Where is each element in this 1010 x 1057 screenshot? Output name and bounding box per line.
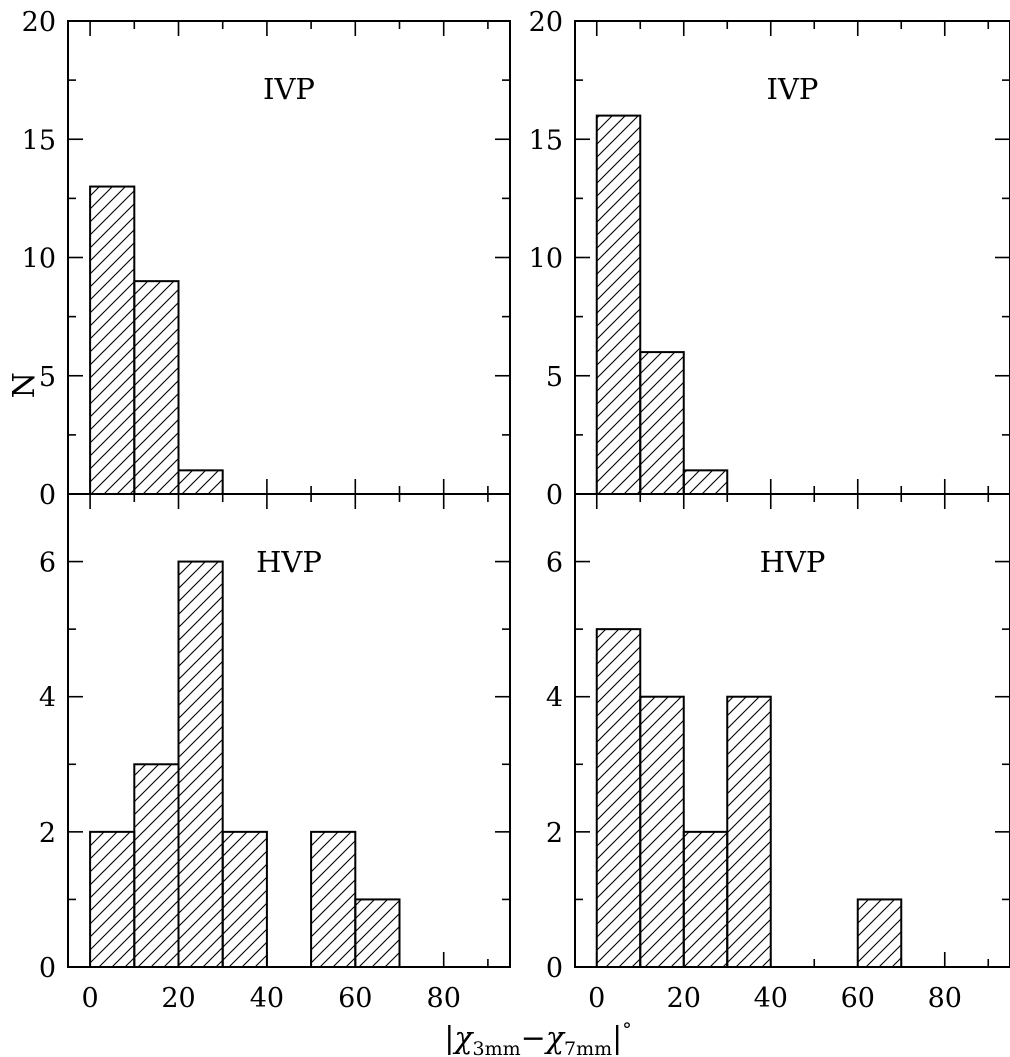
y-tick-label: 0	[546, 953, 563, 984]
y-tick-label: 0	[39, 953, 56, 984]
y-tick-label: 5	[39, 362, 56, 393]
histogram-bar	[354, 898, 401, 969]
panel-label: IVP	[767, 72, 819, 106]
x-tick-label: 40	[250, 983, 284, 1014]
x-axis-title: |χ3mm−χ7mm|°	[444, 1019, 631, 1057]
x-tick-label: 20	[667, 983, 701, 1014]
panel-label: IVP	[263, 72, 315, 106]
y-tick-label: 15	[22, 125, 56, 156]
x-axis-title-chi-2: χ	[544, 1021, 566, 1056]
panel-top-left: 0 5 10 15 20 IVP N	[7, 7, 511, 511]
x-axis-title-sub-2: 7mm	[564, 1038, 612, 1057]
x-axis-title-bar-close: |	[612, 1021, 622, 1056]
panel-label: HVP	[760, 545, 826, 579]
x-axis-title-bar-open: |	[444, 1021, 454, 1056]
x-tick-label: 80	[928, 983, 962, 1014]
panel-label: HVP	[256, 545, 322, 579]
histogram-bar	[682, 469, 729, 496]
y-tick-label: 2	[546, 818, 563, 849]
plot-frame	[574, 493, 1010, 968]
y-tick-label: 10	[529, 244, 563, 275]
histogram-bar	[726, 695, 772, 968]
histogram-bar	[221, 830, 268, 968]
y-tick-label: 6	[546, 548, 563, 579]
y-tick-label: 15	[529, 125, 563, 156]
y-tick-label: 10	[22, 244, 56, 275]
histogram-bar	[639, 695, 685, 968]
histogram-bar	[133, 280, 180, 495]
y-tick-label: 4	[39, 683, 56, 714]
histogram-bar	[89, 830, 136, 968]
histogram-bar	[133, 763, 180, 968]
y-axis-title: N	[7, 372, 42, 398]
y-tick-label: 20	[529, 7, 563, 38]
y-tick-label: 20	[22, 7, 56, 38]
y-tick-label: 2	[39, 818, 56, 849]
histogram-bar	[682, 830, 729, 968]
panel-top-right: 0 5 10 15 20 IVP	[529, 7, 1010, 511]
x-tick-label: 60	[338, 983, 372, 1014]
x-tick-label: 0	[82, 983, 99, 1014]
y-tick-label: 0	[39, 480, 56, 511]
histogram-bar	[639, 351, 685, 495]
histogram-bar	[856, 898, 903, 969]
y-tick-label: 6	[39, 548, 56, 579]
x-axis-title-minus: −	[521, 1021, 546, 1056]
histogram-bar	[177, 560, 224, 968]
histogram-bar	[89, 185, 136, 496]
histogram-bar	[595, 114, 642, 495]
x-axis-title-sub-1: 3mm	[473, 1038, 521, 1057]
histogram-bar	[595, 628, 642, 969]
x-axis-title-chi-1: χ	[452, 1021, 474, 1056]
y-tick-label: 4	[546, 683, 563, 714]
x-tick-label: 40	[754, 983, 788, 1014]
y-tick-label: 5	[546, 362, 563, 393]
panel-bottom-left: 0 20 40 60 80 0 2 4 6 HVP	[39, 493, 511, 1014]
plot-frame	[67, 493, 511, 968]
x-tick-label: 0	[588, 983, 605, 1014]
histogram-bar	[177, 469, 224, 496]
x-tick-label: 60	[841, 983, 875, 1014]
panel-bottom-right: 0 20 40 60 80 0 2 4 6 HVP	[546, 493, 1010, 1014]
svg-text:|χ3mm−χ7mm|°: |χ3mm−χ7mm|°	[444, 1019, 631, 1057]
x-tick-label: 20	[161, 983, 195, 1014]
y-tick-label: 0	[546, 480, 563, 511]
x-axis-title-degree: °	[622, 1019, 632, 1041]
x-tick-label: 80	[427, 983, 461, 1014]
histogram-bar	[310, 830, 357, 968]
